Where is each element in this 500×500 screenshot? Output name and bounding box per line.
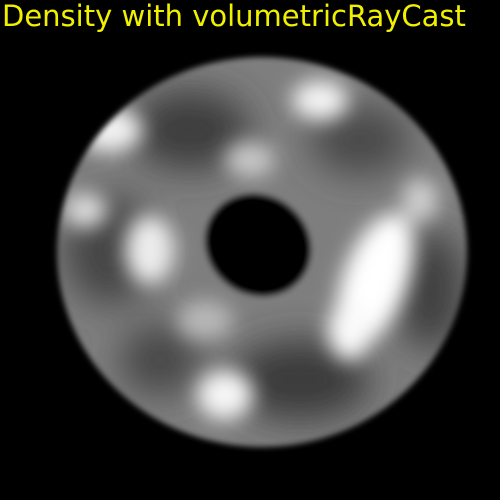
title-text: Density with volumetricRayCast: [2, 0, 466, 33]
torus-volume: [40, 40, 480, 480]
